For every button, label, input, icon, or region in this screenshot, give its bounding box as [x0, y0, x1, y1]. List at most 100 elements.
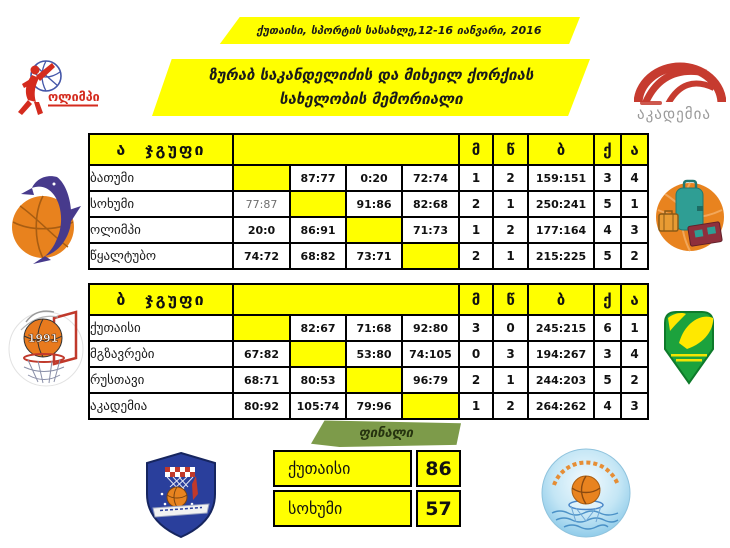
suitcases-basketball-icon — [656, 179, 724, 252]
result-cell: 0:20 — [345, 164, 403, 192]
group-b-table: ბ ჯგუფი მ წ ბ ქ ა ქუთაისი 82:67 71:68 92:80… — [88, 283, 649, 420]
seaside-basketball-icon — [541, 448, 631, 538]
tournament-title-line1: ზურაბ საკანდელიძის და მიხეილ ქორქიას — [208, 66, 534, 85]
akademia-logo: აკადემია — [616, 60, 728, 128]
venue-date-text: ქუთაისი, სპორტის სასახლე,12-16 იანვარი, … — [256, 24, 542, 37]
diagonal-cell — [345, 366, 403, 394]
stat-cell: 1 — [492, 190, 529, 218]
diagonal-cell — [232, 164, 291, 192]
stat-cell: 4 — [620, 340, 649, 368]
final-team-2-name: სოხუმი — [288, 499, 343, 518]
stat-header: ა — [620, 283, 649, 316]
result-cell: 80:53 — [289, 366, 347, 394]
stat-cell: 1 — [458, 392, 494, 420]
result-cell: 87:77 — [289, 164, 347, 192]
stat-cell: 215:225 — [527, 242, 595, 270]
result-cell: 20:0 — [232, 216, 291, 244]
stat-cell: 2 — [458, 366, 494, 394]
table-row: ბათუმი 87:77 0:20 72:74 1 2 159:151 3 4 — [88, 164, 649, 192]
stat-cell: 6 — [593, 314, 622, 342]
ball-hoop-1991-icon: 1991 — [8, 310, 84, 387]
stat-cell: 4 — [593, 392, 622, 420]
team-name: ბათუმი — [88, 164, 234, 192]
stat-cell: 245:215 — [527, 314, 595, 342]
result-cell: 68:71 — [232, 366, 291, 394]
dolphin-basketball-logo — [10, 173, 84, 265]
diagonal-cell — [401, 392, 460, 420]
diagonal-cell — [289, 190, 347, 218]
tournament-title-line2: სახელობის მემორიალი — [279, 89, 463, 108]
result-cell: 74:105 — [401, 340, 460, 368]
basketball-player-icon: ოლიმპი — [18, 60, 100, 115]
green-shield-icon — [664, 311, 714, 385]
olimpi-logo: ოლიმპი — [8, 56, 100, 120]
stat-cell: 159:151 — [527, 164, 595, 192]
stat-header: ქ — [593, 283, 622, 316]
result-cell: 86:91 — [289, 216, 347, 244]
stat-cell: 5 — [593, 190, 622, 218]
group-b-header-row: ბ ჯგუფი მ წ ბ ქ ა — [88, 283, 649, 316]
blue-shield-icon — [146, 451, 216, 539]
stat-cell: 1 — [492, 366, 529, 394]
result-cell: 71:73 — [401, 216, 460, 244]
final-team-1-name: ქუთაისი — [288, 459, 351, 478]
dolphin-basketball-icon — [12, 176, 81, 264]
basketball-dome-icon: აკადემია — [634, 62, 726, 123]
stat-cell: 1 — [458, 216, 494, 244]
final-banner: ფინალი — [311, 420, 461, 447]
stat-header: ქ — [593, 133, 622, 166]
result-cell: 71:68 — [345, 314, 403, 342]
table-row: წყალტუბო 74:72 68:82 73:71 2 1 215:225 5 2 — [88, 242, 649, 270]
stat-cell: 2 — [492, 216, 529, 244]
stat-cell: 2 — [458, 190, 494, 218]
team-name: ქუთაისი — [88, 314, 234, 342]
table-row: მგზავრები 67:82 53:80 74:105 0 3 194:267 3 4 — [88, 340, 649, 368]
result-cell: 82:67 — [289, 314, 347, 342]
akademia-logo-text: აკადემია — [637, 105, 711, 123]
stat-cell: 3 — [492, 340, 529, 368]
result-cell: 105:74 — [289, 392, 347, 420]
result-cell: 92:80 — [401, 314, 460, 342]
stat-header: ბ — [527, 133, 595, 166]
diagonal-cell — [289, 340, 347, 368]
team-name: მგზავრები — [88, 340, 234, 368]
stat-cell: 4 — [593, 216, 622, 244]
team-name: წყალტუბო — [88, 242, 234, 270]
stat-cell: 5 — [593, 242, 622, 270]
result-cell: 73:71 — [345, 242, 403, 270]
stat-header: მ — [458, 283, 494, 316]
ball-1991-logo: 1991 — [8, 300, 84, 396]
result-cell: 91:86 — [345, 190, 403, 218]
stat-cell: 2 — [620, 242, 649, 270]
table-row: აკადემია 80:92 105:74 79:96 1 2 264:262 4 3 — [88, 392, 649, 420]
stat-cell: 1 — [620, 190, 649, 218]
team-name: რუსთავი — [88, 366, 234, 394]
team-name: ოლიმპი — [88, 216, 234, 244]
venue-date-banner: ქუთაისი, სპორტის სასახლე,12-16 იანვარი, … — [219, 17, 580, 44]
result-cell: 77:87 — [232, 190, 291, 218]
diagonal-cell — [401, 242, 460, 270]
final-score-1: 86 — [416, 450, 461, 487]
result-cell: 68:82 — [289, 242, 347, 270]
stat-header: წ — [492, 283, 529, 316]
group-a-results-header — [232, 133, 460, 166]
group-b-title: ბ ჯგუფი — [88, 283, 234, 316]
stat-cell: 3 — [593, 164, 622, 192]
result-cell: 96:79 — [401, 366, 460, 394]
olimpi-logo-text: ოლიმპი — [48, 89, 100, 104]
group-b-section: ბ ჯგუფი მ წ ბ ქ ა ქუთაისი 82:67 71:68 92:80… — [88, 283, 649, 420]
group-a-section: ა ჯგუფი მ წ ბ ქ ა ბათუმი 87:77 0:20 72:74 1 2… — [88, 133, 649, 270]
final-score-2-value: 57 — [425, 497, 452, 520]
result-cell: 53:80 — [345, 340, 403, 368]
stat-cell: 264:262 — [527, 392, 595, 420]
diagonal-cell — [232, 314, 291, 342]
stat-cell: 2 — [458, 242, 494, 270]
stat-cell: 3 — [458, 314, 494, 342]
stat-header: წ — [492, 133, 529, 166]
result-cell: 79:96 — [345, 392, 403, 420]
table-row: რუსთავი 68:71 80:53 96:79 2 1 244:203 5 2 — [88, 366, 649, 394]
final-label: ფინალი — [358, 426, 414, 441]
stat-header: ბ — [527, 283, 595, 316]
team-name: აკადემია — [88, 392, 234, 420]
